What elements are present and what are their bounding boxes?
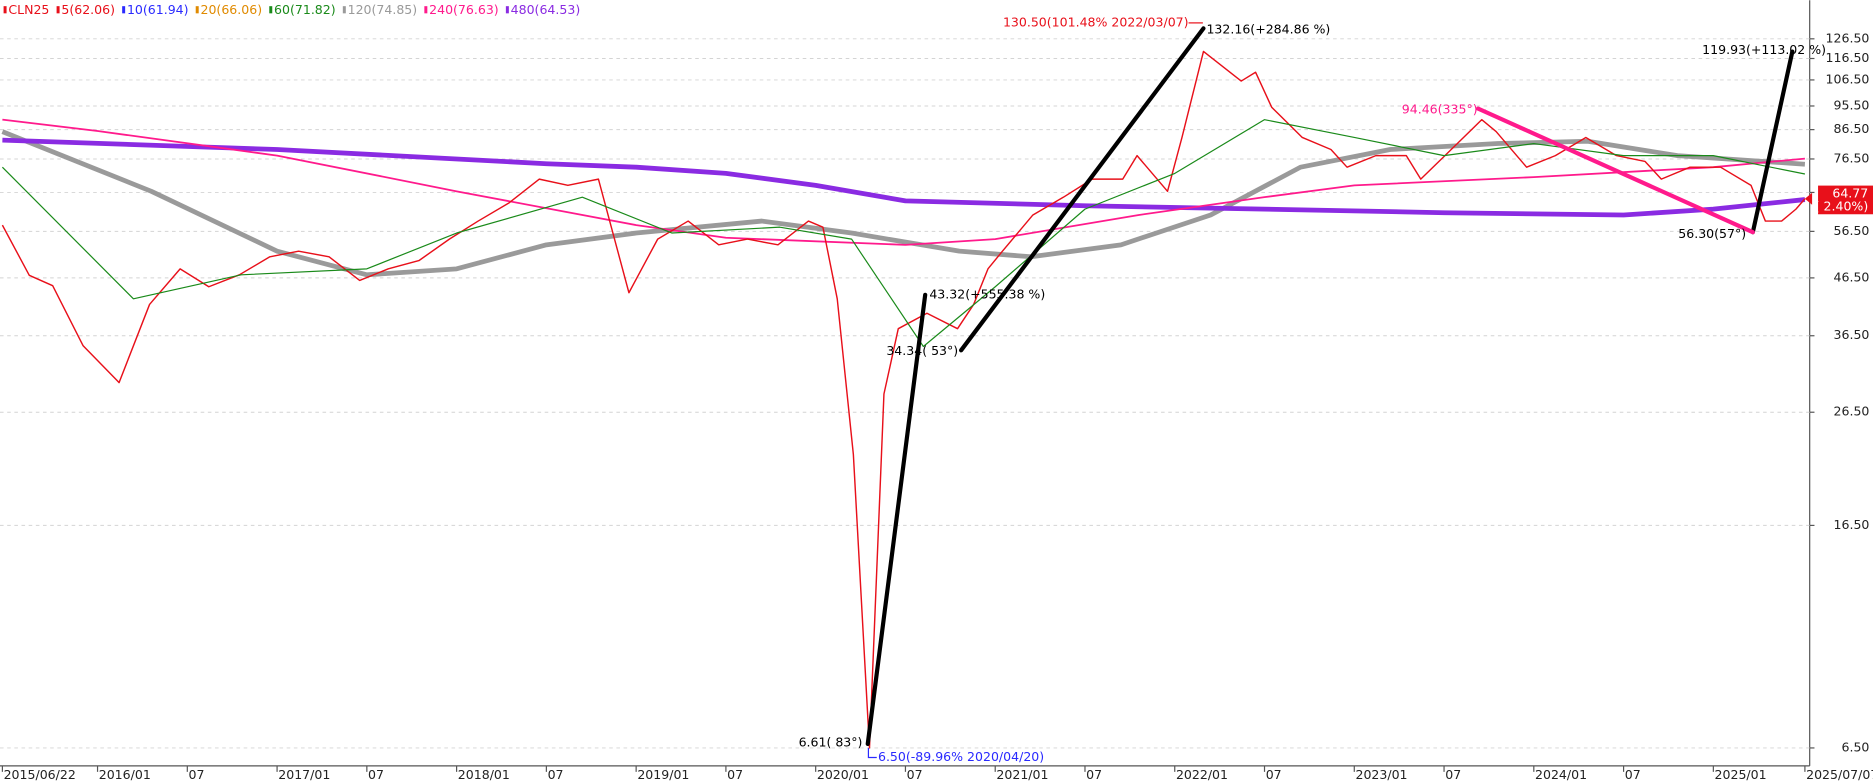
- x-tick-label: 07: [1086, 767, 1102, 782]
- x-tick-label: 2021/01: [996, 767, 1048, 782]
- trend-line: [1476, 106, 1755, 235]
- series-line: [2, 137, 1806, 218]
- x-tick-label: 2023/01: [1355, 767, 1407, 782]
- x-tick-label: 2022/01: [1176, 767, 1228, 782]
- legend-label: 60(71.82): [274, 2, 336, 17]
- x-tick-label: 07: [368, 767, 384, 782]
- trend-line: [865, 292, 928, 747]
- y-tick-label: 46.50: [1834, 269, 1870, 284]
- x-tick-label: 2025/07/07: [1806, 767, 1873, 782]
- series-line: [2, 118, 1805, 246]
- legend-label: 120(74.85): [348, 2, 418, 17]
- legend-swatch: [56, 6, 60, 14]
- x-tick-label: 2016/01: [99, 767, 151, 782]
- price-tag-change: ( 2.40%): [1815, 199, 1869, 214]
- x-tick-label: 07: [189, 767, 205, 782]
- legend-label: 240(76.63): [429, 2, 499, 17]
- legend-label: CLN25: [8, 2, 49, 17]
- y-tick-label: 6.50: [1842, 739, 1870, 754]
- x-tick-label: 2015/06/22: [4, 767, 76, 782]
- x-tick-label: 2017/01: [278, 767, 330, 782]
- legend: CLN25 5(62.06) 10(61.94) 20(66.06) 60(71.82)…: [3, 2, 581, 17]
- x-tick-label: 07: [1445, 767, 1461, 782]
- series-line: [1, 129, 1806, 278]
- y-tick-label: 95.50: [1834, 97, 1870, 112]
- legend-label: 20(66.06): [200, 2, 262, 17]
- price-tag-value: 64.77: [1832, 185, 1868, 200]
- x-tick-label: 07: [907, 767, 923, 782]
- x-tick-label: 2019/01: [637, 767, 689, 782]
- x-tick-label: 2020/01: [817, 767, 869, 782]
- y-tick-label: 76.50: [1834, 150, 1870, 165]
- annotation: 6.50(-89.96% 2020/04/20): [878, 749, 1044, 764]
- annotation: 34.34( 53°): [886, 343, 958, 358]
- x-tick-label: 07: [1266, 767, 1282, 782]
- x-tick-label: 2018/01: [458, 767, 510, 782]
- price-marker: [1804, 192, 1813, 205]
- annotation: 56.30(57°): [1678, 226, 1746, 241]
- legend-swatch: [3, 6, 7, 14]
- annotation: 130.50(101.48% 2022/03/07): [1003, 14, 1189, 29]
- x-tick-label: 07: [1625, 767, 1641, 782]
- y-tick-label: 126.50: [1826, 30, 1870, 45]
- x-tick-label: 2025/01: [1715, 767, 1767, 782]
- series-line: [1, 50, 1806, 749]
- legend-label: 10(61.94): [127, 2, 189, 17]
- legend-label: 5(62.06): [61, 2, 115, 17]
- annotation: 94.46(335°): [1402, 102, 1478, 117]
- series-line: [1, 119, 1806, 348]
- legend-swatch: [122, 6, 126, 14]
- y-tick-label: 26.50: [1834, 404, 1870, 419]
- legend-swatch: [424, 6, 428, 14]
- legend-label: 480(64.53): [511, 2, 581, 17]
- legend-swatch: [269, 6, 273, 14]
- y-tick-label: 86.50: [1834, 121, 1870, 136]
- annotation: 43.32(+555.38 %): [929, 287, 1045, 302]
- annotation-leader: [867, 747, 877, 759]
- legend-swatch: [195, 6, 199, 14]
- legend-swatch: [342, 6, 346, 14]
- annotation: 6.61( 83°): [799, 735, 863, 750]
- y-tick-label: 106.50: [1826, 71, 1870, 86]
- price-tag: [1818, 185, 1873, 215]
- x-tick-label: 07: [548, 767, 564, 782]
- y-tick-label: 116.50: [1826, 50, 1870, 65]
- y-tick-label: 36.50: [1834, 327, 1870, 342]
- annotation: 119.93(+113.02 %): [1702, 42, 1826, 57]
- annotation: 132.16(+284.86 %): [1206, 22, 1330, 37]
- trend-line: [1750, 49, 1795, 235]
- legend-swatch: [505, 6, 509, 14]
- y-tick-label: 16.50: [1834, 517, 1870, 532]
- x-tick-label: 2024/01: [1535, 767, 1587, 782]
- y-tick-label: 56.50: [1834, 223, 1870, 238]
- trend-line: [959, 26, 1206, 353]
- x-tick-label: 07: [727, 767, 743, 782]
